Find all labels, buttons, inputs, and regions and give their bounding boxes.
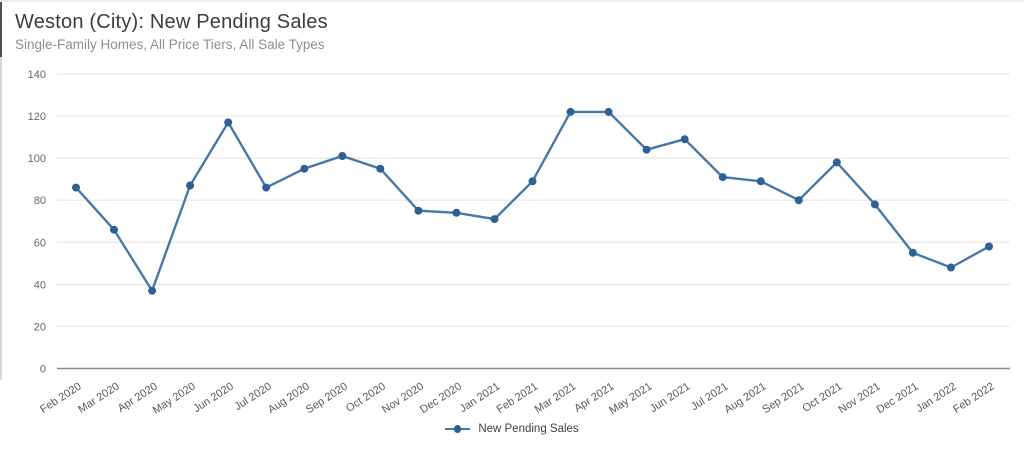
y-axis-tick-label: 0 [40, 364, 46, 376]
series-line [74, 110, 991, 292]
y-axis-tick-label: 40 [34, 279, 46, 291]
chart-subtitle: Single-Family Homes, All Price Tiers, Al… [15, 37, 325, 52]
data-point-marker [148, 286, 157, 295]
y-axis-tick-label: 120 [28, 111, 46, 123]
x-axis-tick-label: Sep 2020 [304, 380, 350, 416]
x-axis-tick-label: Jun 2021 [648, 380, 692, 415]
chart-header: Weston (City): New Pending Sales Single-… [15, 11, 328, 52]
x-axis-tick-label: Mar 2021 [533, 380, 579, 415]
y-axis-tick-label: 140 [28, 69, 46, 81]
legend: New Pending Sales [0, 423, 1024, 435]
x-axis-tick-label: Jan 2021 [458, 380, 502, 415]
x-axis-tick-label: Jun 2020 [191, 380, 235, 415]
data-point-marker [642, 145, 651, 154]
x-axis-tick-label: Nov 2020 [380, 380, 426, 416]
data-point-marker [756, 177, 765, 186]
x-axis-tick-label: Aug 2020 [266, 380, 312, 416]
data-point-marker [680, 135, 689, 144]
x-axis-tick-label: Feb 2022 [951, 380, 997, 415]
data-point-marker [262, 183, 271, 192]
data-point-marker [110, 225, 118, 234]
y-axis-tick-label: 80 [34, 195, 46, 207]
top-border [0, 0, 1024, 2]
left-border [0, 2, 2, 380]
data-point-marker [985, 242, 993, 251]
x-axis-tick-label: May 2020 [151, 380, 198, 416]
legend-dot-icon [453, 425, 462, 433]
x-axis-tick-label: Sep 2021 [760, 380, 806, 416]
data-point-marker [718, 173, 727, 182]
y-axis-tick-label: 100 [28, 153, 46, 165]
x-axis-tick-label: Dec 2021 [875, 380, 921, 416]
data-point-marker [490, 215, 499, 224]
data-point-marker [947, 263, 955, 272]
data-point-marker [338, 152, 347, 160]
legend-line-marker-icon [445, 425, 471, 433]
x-axis-tick-label: Jan 2022 [914, 380, 958, 415]
legend-item-new-pending-sales[interactable]: New Pending Sales [445, 423, 579, 435]
y-axis-tick-label: 20 [34, 321, 46, 333]
data-point-marker [186, 181, 195, 190]
x-axis-tick-label: Dec 2020 [418, 380, 464, 416]
x-axis-tick-label: Nov 2021 [837, 380, 883, 416]
data-point-marker [414, 206, 423, 215]
data-point-marker [72, 183, 80, 192]
data-point-marker [452, 208, 461, 217]
x-axis-tick-label: Feb 2020 [38, 380, 84, 415]
data-point-marker [870, 200, 879, 209]
y-axis-tick-label: 60 [34, 237, 46, 249]
chart-title: Weston (City): New Pending Sales [15, 11, 328, 33]
data-point-marker [566, 107, 575, 116]
data-point-marker [604, 107, 613, 116]
x-axis-tick-label: May 2021 [607, 380, 654, 416]
data-point-marker [908, 248, 917, 257]
data-point-marker [832, 158, 841, 167]
data-point-marker [528, 177, 537, 186]
data-point-marker [376, 164, 385, 173]
legend-label: New Pending Sales [478, 423, 579, 435]
data-point-marker [224, 118, 233, 127]
data-point-marker [300, 164, 309, 173]
x-axis-tick-label: Aug 2021 [722, 380, 768, 416]
x-axis-tick-label: Feb 2021 [495, 380, 541, 415]
x-axis-tick-label: Mar 2020 [76, 380, 122, 415]
data-point-marker [794, 196, 803, 205]
